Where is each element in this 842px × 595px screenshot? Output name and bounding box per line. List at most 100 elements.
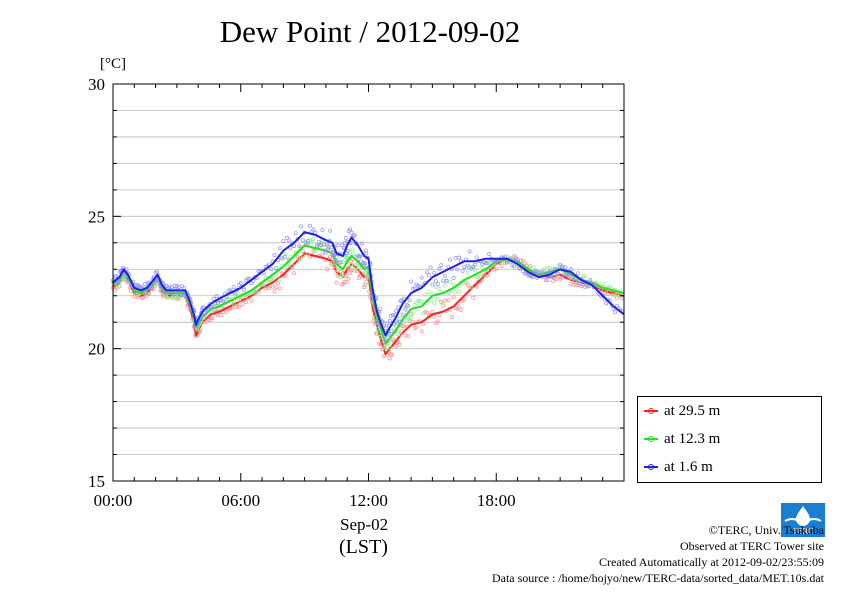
data-point: [480, 266, 485, 271]
data-point: [256, 268, 261, 273]
data-point: [383, 326, 388, 331]
data-point: [206, 318, 211, 323]
data-point: [221, 299, 225, 304]
data-point: [588, 278, 593, 283]
data-point: [458, 308, 463, 312]
data-point: [412, 302, 417, 307]
data-point: [465, 263, 470, 268]
data-point: [329, 245, 334, 250]
data-point: [568, 267, 573, 272]
data-point: [398, 332, 403, 337]
data-point: [561, 265, 566, 270]
data-point: [348, 227, 352, 232]
data-point: [474, 284, 479, 289]
data-point: [462, 265, 467, 270]
data-point: [435, 297, 440, 302]
data-point: [410, 311, 415, 316]
data-point: [194, 326, 198, 331]
data-point: [297, 256, 302, 261]
data-point: [201, 318, 206, 323]
data-point: [364, 251, 369, 256]
data-point: [598, 287, 603, 292]
data-point: [381, 339, 386, 344]
data-point: [416, 298, 421, 303]
data-point: [572, 282, 577, 287]
data-point: [522, 271, 527, 276]
data-point: [425, 310, 430, 315]
data-point: [299, 224, 304, 229]
data-point: [577, 281, 582, 286]
data-point: [208, 316, 213, 321]
data-point: [441, 279, 445, 284]
data-point: [414, 325, 419, 330]
data-point: [483, 261, 488, 266]
data-point: [210, 316, 215, 321]
data-point: [423, 292, 428, 297]
data-point: [561, 272, 566, 277]
credit-created: Created Automatically at 2012-09-02/23:5…: [599, 555, 824, 569]
data-point: [341, 260, 345, 265]
series-line: [112, 231, 625, 337]
data-point: [164, 294, 169, 299]
data-point: [444, 278, 449, 283]
data-point: [554, 272, 559, 277]
data-point: [342, 279, 347, 284]
data-point: [412, 286, 417, 291]
y-tick-label: 20: [88, 340, 105, 359]
x-tick-label: 12:00: [349, 491, 388, 510]
data-point: [274, 285, 279, 290]
legend-item-12-3m: at 12.3 m: [644, 429, 720, 449]
data-point: [277, 277, 282, 282]
data-point: [397, 342, 402, 347]
data-point: [283, 252, 288, 256]
data-point: [387, 345, 392, 350]
data-point: [249, 298, 254, 303]
data-point: [448, 257, 453, 262]
data-point: [377, 331, 382, 336]
data-point: [545, 265, 550, 270]
data-point: [412, 325, 417, 330]
data-point: [311, 227, 316, 232]
data-point: [171, 294, 176, 299]
data-point: [515, 257, 520, 262]
data-point: [464, 280, 469, 285]
data-point: [378, 335, 383, 340]
data-point: [151, 287, 156, 292]
data-point: [542, 266, 547, 271]
data-point: [151, 284, 156, 289]
data-point: [476, 279, 481, 284]
data-point: [430, 309, 435, 314]
x-axis-date: Sep-02: [340, 515, 389, 534]
data-point: [349, 230, 354, 235]
data-point: [382, 344, 387, 349]
data-point: [385, 321, 389, 326]
data-point: [586, 284, 591, 289]
data-point: [277, 246, 282, 251]
data-point: [387, 356, 392, 361]
data-point: [563, 265, 568, 270]
data-point: [400, 312, 405, 317]
data-point: [320, 228, 325, 233]
data-point: [330, 261, 335, 265]
y-tick-label: 15: [88, 472, 105, 491]
data-point: [244, 294, 249, 299]
data-point: [426, 273, 431, 278]
data-point: [362, 263, 367, 268]
data-point: [206, 307, 211, 312]
data-point: [575, 271, 580, 276]
data-point: [330, 250, 335, 255]
data-point: [406, 303, 411, 308]
data-point: [277, 286, 282, 291]
data-point: [274, 266, 279, 271]
data-point: [325, 242, 329, 247]
x-tick-label: 18:00: [477, 491, 516, 510]
data-point: [318, 243, 323, 248]
data-point: [290, 264, 295, 269]
data-point: [306, 239, 311, 243]
data-point: [406, 334, 411, 339]
data-point: [584, 283, 589, 288]
data-point: [362, 285, 367, 290]
data-point: [283, 254, 288, 259]
credits: ©TERC, Univ. Tsukuba Observed at TERC To…: [492, 522, 824, 586]
data-point: [435, 281, 440, 286]
